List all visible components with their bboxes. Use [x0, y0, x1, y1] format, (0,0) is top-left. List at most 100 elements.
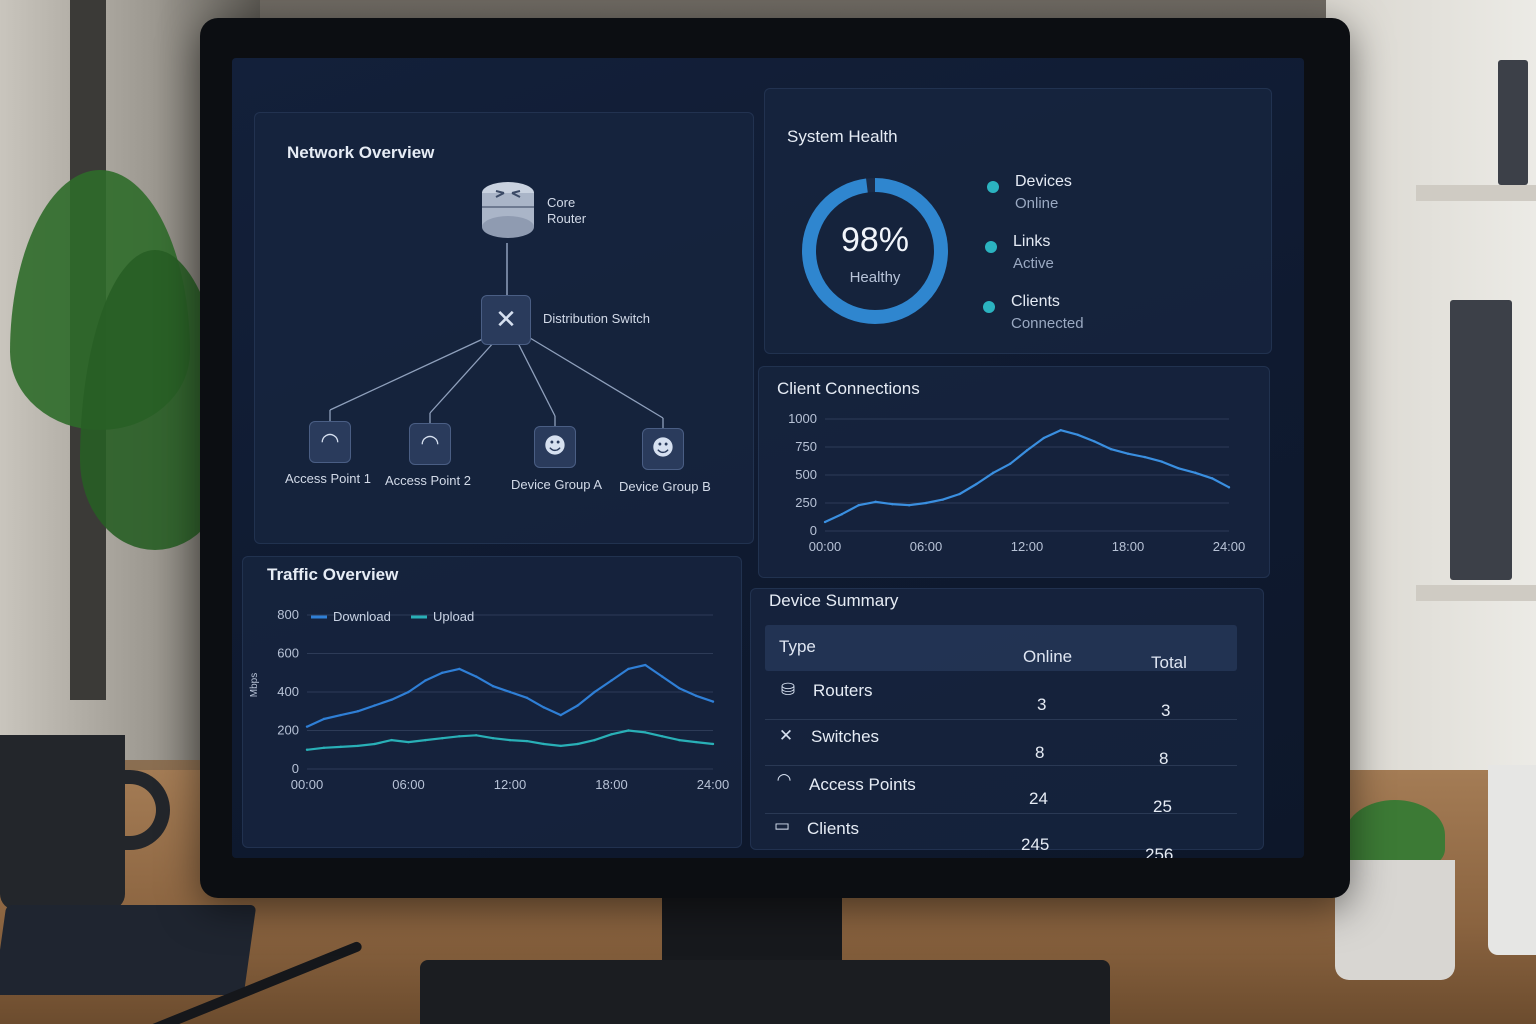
binder — [1498, 60, 1528, 185]
core-router-label-line2: Router — [547, 211, 587, 226]
row-clients-total: 256 — [1145, 845, 1174, 858]
link-switch-groupa — [516, 340, 556, 417]
y-tick-label: 500 — [795, 467, 817, 482]
health-percent: 98% — [840, 221, 910, 259]
plant-pot — [1335, 860, 1455, 980]
data-point — [1109, 448, 1113, 451]
data-point — [891, 502, 894, 506]
data-point — [610, 733, 613, 736]
data-point — [593, 690, 596, 694]
series-line-0 — [306, 663, 714, 728]
device-group-a-label: Device Group A — [511, 477, 603, 492]
access-point-2-icon[interactable]: ◠ — [409, 423, 451, 465]
data-point — [711, 742, 715, 746]
device-group-b-icon[interactable]: ☻ — [642, 428, 684, 470]
data-point — [390, 738, 393, 742]
legend-label: Download — [333, 609, 391, 624]
legend-devices-line1: Devices — [1015, 173, 1072, 190]
data-point — [441, 737, 444, 740]
small-plant — [1345, 800, 1445, 870]
data-point — [941, 498, 945, 501]
data-point — [924, 501, 928, 505]
x-tick-label: 18:00 — [595, 777, 628, 792]
data-point — [559, 744, 562, 748]
data-point — [407, 740, 410, 744]
core-router-label-line1: Core — [547, 195, 576, 210]
y-tick-label: 600 — [277, 646, 299, 661]
row-routers-online: 3 — [1037, 695, 1047, 714]
wifi-icon: ◠ — [776, 770, 792, 790]
health-ring-arc — [802, 178, 948, 324]
x-tick-label: 00:00 — [809, 539, 842, 554]
row-clients-type: Clients — [807, 819, 859, 838]
notebook — [0, 905, 257, 995]
row-access-points-online: 24 — [1029, 789, 1048, 808]
data-point — [1210, 477, 1214, 480]
data-point — [525, 739, 529, 743]
network-overview-title: Network Overview — [287, 143, 435, 162]
row-access-points-type: Access Points — [809, 775, 916, 794]
topology-links — [329, 243, 664, 428]
link-switch-ap1 — [329, 337, 486, 411]
y-tick-label: 800 — [277, 607, 299, 622]
data-point — [857, 504, 860, 507]
data-point — [1093, 440, 1096, 443]
data-point — [424, 679, 427, 682]
monitor-stand-base — [420, 960, 1110, 1024]
client-connections-title: Client Connections — [777, 379, 920, 398]
data-point — [1143, 455, 1147, 459]
data-point — [508, 738, 512, 742]
row-routers-type: Routers — [813, 681, 873, 700]
data-point — [907, 504, 911, 507]
row-switches-online: 8 — [1035, 743, 1045, 762]
data-point — [305, 725, 309, 728]
data-point — [593, 738, 596, 742]
device-group-b-label: Device Group B — [619, 479, 711, 494]
data-point — [407, 690, 410, 694]
data-point — [542, 706, 546, 709]
data-point — [610, 679, 613, 682]
data-point — [992, 471, 995, 474]
data-point — [474, 675, 478, 678]
y-tick-label: 750 — [795, 439, 817, 454]
row-routers-total: 3 — [1161, 701, 1171, 720]
access-point-1-icon[interactable]: ◠ — [309, 421, 351, 463]
data-point — [694, 694, 698, 698]
data-point — [1042, 436, 1046, 440]
device-group-a-icon[interactable]: ☻ — [534, 426, 576, 468]
y-tick-label: 250 — [795, 495, 817, 510]
data-point — [661, 735, 664, 738]
y-tick-label: 0 — [292, 761, 299, 776]
data-point — [390, 698, 393, 701]
legend-label: Upload — [433, 609, 474, 624]
link-switch-groupb — [529, 337, 664, 419]
core-router-icon[interactable] — [480, 179, 536, 245]
binder — [1450, 300, 1512, 580]
link-switch-ap2 — [429, 340, 496, 414]
data-point — [661, 675, 664, 678]
data-point — [305, 748, 309, 751]
health-ring — [802, 178, 948, 324]
monitor-icon: ▭ — [773, 816, 791, 836]
legend-links-line1: Links — [1013, 233, 1051, 250]
header-type: Type — [779, 637, 816, 656]
traffic-overview-title: Traffic Overview — [267, 565, 399, 584]
data-point — [840, 513, 844, 516]
data-point — [1076, 433, 1079, 436]
x-tick-label: 12:00 — [1011, 539, 1044, 554]
data-point — [458, 667, 461, 671]
data-point — [958, 492, 961, 496]
data-point — [356, 710, 359, 713]
data-point — [491, 685, 495, 688]
x-tick-label: 24:00 — [697, 777, 730, 792]
data-point — [474, 734, 478, 737]
distribution-switch-icon[interactable]: ✕ — [481, 295, 531, 345]
x-tick-label: 06:00 — [910, 539, 943, 554]
y-tick-label: 1000 — [788, 411, 817, 426]
header-online: Online — [1023, 647, 1073, 666]
shelf-board — [1416, 185, 1536, 201]
row-divider — [765, 765, 1237, 766]
row-access-points-total: 25 — [1153, 797, 1172, 816]
row-divider — [765, 719, 1237, 720]
data-point — [694, 740, 698, 744]
